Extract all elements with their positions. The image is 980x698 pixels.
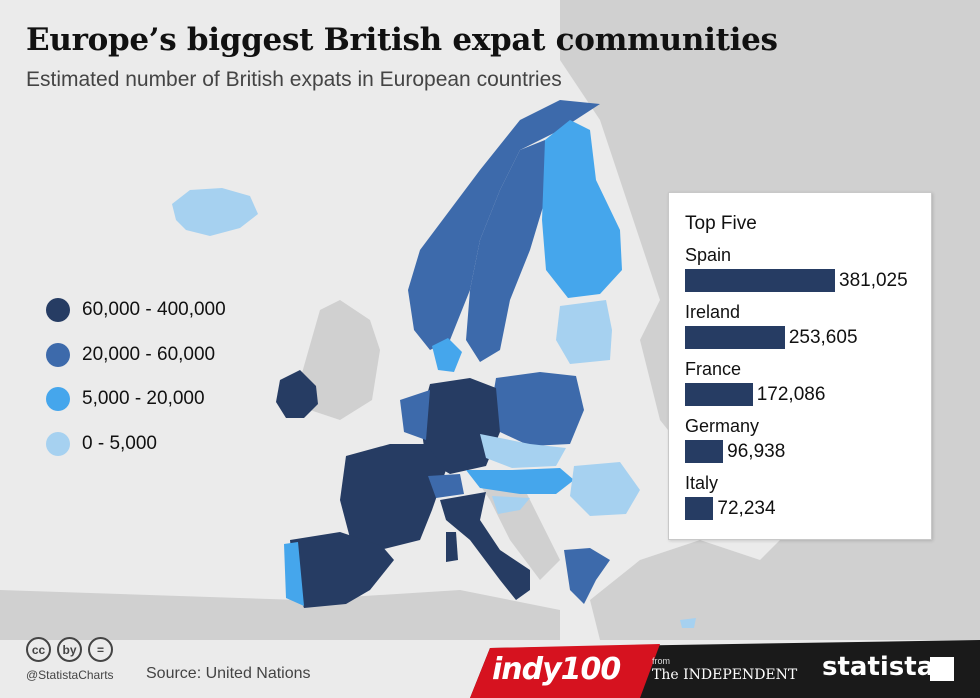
bar-category-label: Germany [685, 416, 760, 436]
bar-category-label: France [685, 359, 742, 379]
license-icons: cc by = [26, 637, 113, 662]
map-sardinia [446, 532, 458, 562]
legend-swatch [46, 431, 70, 456]
legend-item: 60,000 - 400,000 [46, 288, 226, 333]
statista-logo-icon [930, 657, 954, 681]
top-five-title: Top Five [685, 213, 757, 234]
bar [685, 497, 714, 520]
bar-category-label: Ireland [685, 302, 741, 322]
legend-swatch [46, 342, 70, 367]
map-croatia [492, 496, 530, 514]
bar-row: Germany 96,938 [685, 416, 785, 463]
map-romania [570, 462, 640, 516]
footer-band [470, 640, 980, 698]
legend-item: 0 - 5,000 [46, 422, 226, 467]
bar-category-label: Spain [685, 245, 732, 265]
bar-value-label: 253,605 [788, 326, 858, 348]
legend-item: 5,000 - 20,000 [46, 377, 226, 422]
bar [685, 440, 724, 463]
statista-logo-text: statista [822, 652, 935, 682]
map-switzerland [428, 474, 464, 498]
legend-item: 20,000 - 60,000 [46, 333, 226, 378]
bar-value-label: 72,234 [717, 497, 776, 519]
chart-subtitle: Estimated number of British expats in Eu… [26, 68, 562, 91]
bar [685, 269, 835, 292]
map-poland [492, 372, 584, 446]
map-benelux [400, 390, 430, 440]
map-spain [290, 532, 394, 608]
bar-value-label: 172,086 [756, 383, 826, 405]
map-czech-slovakia [480, 434, 566, 468]
bar-value-label: 96,938 [727, 440, 786, 462]
map-norway [408, 100, 600, 350]
from-label: from [652, 656, 670, 666]
bar-row: Spain 381,025 [685, 245, 908, 292]
bar-row: Ireland 253,605 [685, 302, 858, 349]
map-germany [420, 378, 500, 474]
map-italy [440, 492, 530, 600]
statista-handle: @StatistaCharts [26, 668, 114, 682]
map-ireland [276, 370, 318, 418]
legend-label: 5,000 - 20,000 [82, 388, 205, 410]
top-five-panel: Top Five Spain 381,025 Ireland 253,605 Franc… [668, 192, 932, 540]
map-portugal [284, 542, 304, 606]
legend-label: 60,000 - 400,000 [82, 299, 226, 321]
legend-label: 20,000 - 60,000 [82, 343, 216, 365]
legend-label: 0 - 5,000 [82, 432, 157, 454]
bar-row: France 172,086 [685, 359, 825, 406]
map-france [340, 444, 446, 550]
bar-row: Italy 72,234 [685, 473, 776, 520]
no-derivatives-icon: = [88, 637, 113, 662]
map-greece [564, 548, 610, 604]
map-baltics [556, 300, 612, 364]
bar-category-label: Italy [685, 473, 719, 493]
indy100-logo: indy100 [492, 652, 621, 687]
source-note: Source: United Nations [146, 665, 311, 682]
cc-icon: cc [26, 637, 51, 662]
legend-swatch [46, 298, 70, 323]
chart-title: Europe’s biggest British expat communiti… [26, 22, 778, 58]
map-finland [542, 120, 622, 298]
legend: 60,000 - 400,000 20,000 - 60,000 5,000 -… [46, 288, 226, 466]
map-cyprus [680, 618, 696, 628]
bar [685, 383, 753, 406]
bar-value-label: 381,025 [839, 269, 908, 291]
map-sweden [466, 140, 545, 362]
attribution-icon: by [57, 637, 82, 662]
map-austria-hungary [466, 468, 574, 494]
map-iceland [172, 188, 258, 236]
map-denmark [432, 338, 462, 372]
bar [685, 326, 785, 349]
legend-swatch [46, 387, 70, 412]
independent-logo: The INDEPENDENT [652, 667, 798, 683]
